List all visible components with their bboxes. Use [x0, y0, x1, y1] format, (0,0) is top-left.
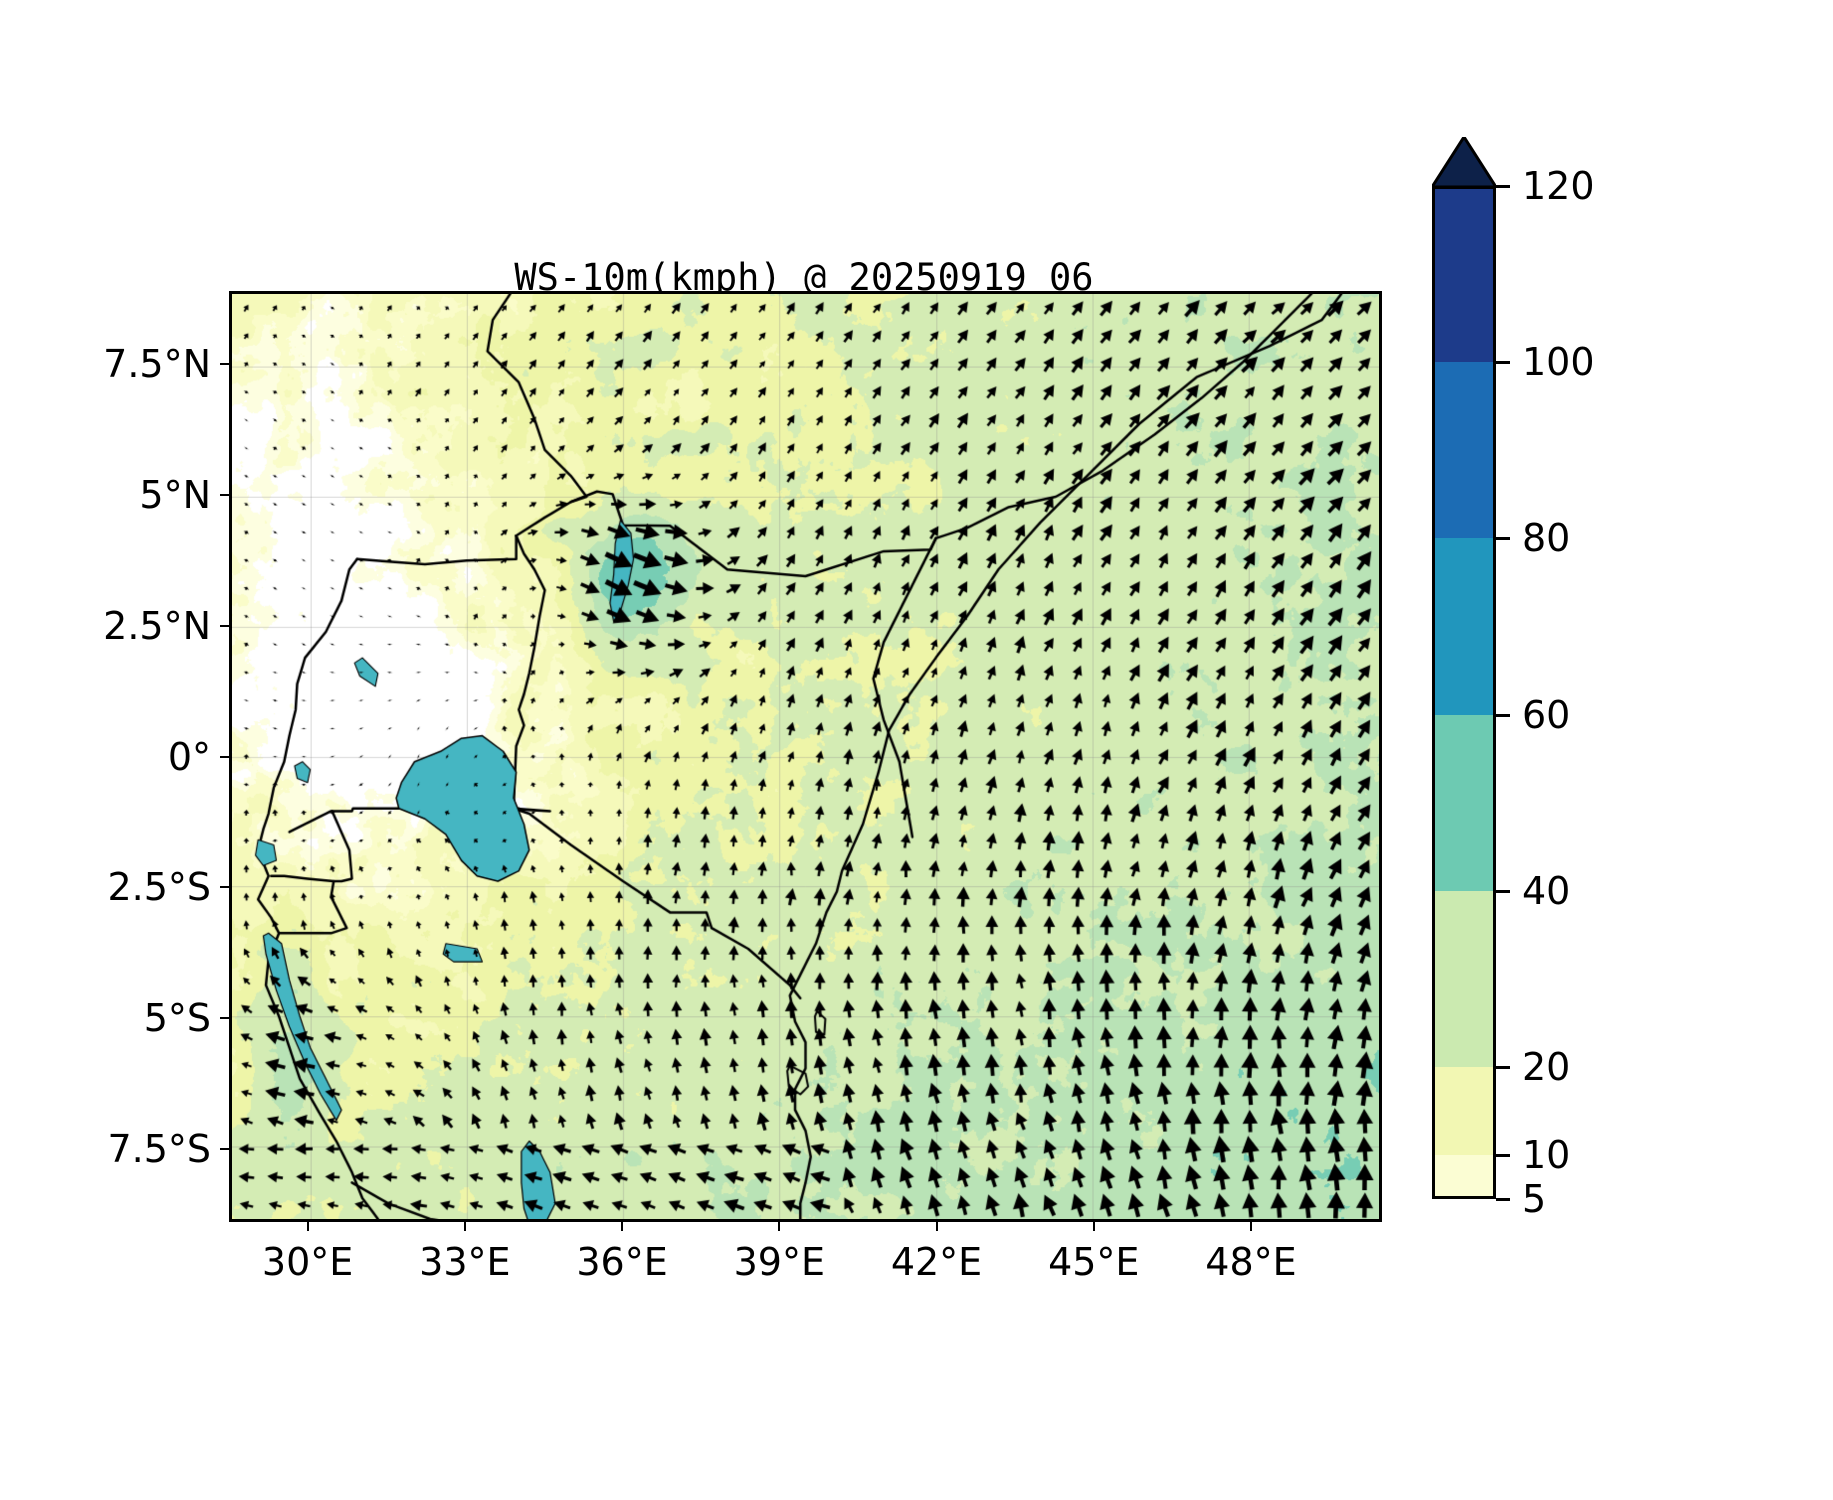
colorbar-tick-mark — [1496, 1153, 1510, 1157]
map-plot-area — [229, 291, 1382, 1222]
x-tick-mark — [935, 1222, 938, 1231]
y-tick-mark — [220, 363, 229, 366]
y-tick-mark — [220, 755, 229, 758]
x-tick-mark — [621, 1222, 624, 1231]
colorbar-tick-mark — [1496, 713, 1510, 717]
y-tick-mark — [220, 493, 229, 496]
y-tick-mark — [220, 624, 229, 627]
x-tick-label: 45°E — [1048, 1240, 1140, 1284]
colorbar-tick-label: 120 — [1522, 164, 1595, 208]
colorbar-tick-label: 100 — [1522, 340, 1595, 385]
colorbar-extend-arrow-icon — [1432, 137, 1496, 187]
x-tick-label: 42°E — [890, 1240, 983, 1284]
x-tick-label: 36°E — [576, 1240, 668, 1284]
y-tick-mark — [220, 1017, 229, 1020]
y-tick-label: 7.5°N — [103, 342, 211, 387]
y-tick-label: 2.5°N — [103, 603, 211, 648]
colorbar-tick-mark — [1496, 1065, 1510, 1069]
y-tick-label: 5°N — [139, 472, 211, 517]
x-tick-mark — [1092, 1222, 1095, 1231]
colorbar-tick-label: 10 — [1522, 1132, 1571, 1177]
colorbar-band — [1432, 890, 1496, 1067]
colorbar-tick-mark — [1496, 361, 1510, 365]
colorbar-band — [1432, 714, 1496, 891]
x-tick-mark — [463, 1222, 466, 1231]
y-tick-mark — [220, 1147, 229, 1150]
x-tick-label: 33°E — [419, 1240, 511, 1284]
y-tick-label: 7.5°S — [107, 1126, 211, 1171]
colorbar-tick-label: 20 — [1522, 1044, 1571, 1089]
y-tick-mark — [220, 886, 229, 889]
colorbar-band — [1432, 538, 1496, 715]
colorbar-tick-mark — [1496, 1198, 1510, 1201]
y-tick-label: 2.5°S — [107, 865, 211, 910]
colorbar-band — [1432, 1066, 1496, 1155]
colorbar-tick-mark — [1496, 537, 1510, 541]
colorbar — [1432, 137, 1496, 1199]
x-tick-mark — [306, 1222, 309, 1231]
x-tick-label: 30°E — [261, 1240, 354, 1284]
x-tick-label: 39°E — [733, 1240, 825, 1284]
colorbar-tick-label: 40 — [1522, 868, 1571, 913]
x-tick-mark — [1249, 1222, 1252, 1231]
colorbar-tick-mark — [1496, 185, 1510, 188]
colorbar-band — [1432, 362, 1496, 539]
y-tick-label: 0° — [167, 734, 211, 779]
colorbar-gradient — [1432, 186, 1496, 1199]
x-tick-mark — [778, 1222, 781, 1231]
wind-speed-map — [232, 294, 1379, 1219]
colorbar-band — [1432, 186, 1496, 363]
colorbar-tick-mark — [1496, 889, 1510, 893]
x-tick-label: 48°E — [1205, 1240, 1297, 1284]
colorbar-tick-label: 5 — [1522, 1177, 1547, 1221]
y-tick-label: 5°S — [143, 996, 211, 1041]
colorbar-tick-label: 80 — [1522, 516, 1571, 561]
colorbar-band — [1432, 1154, 1496, 1199]
colorbar-tick-label: 60 — [1522, 692, 1571, 737]
